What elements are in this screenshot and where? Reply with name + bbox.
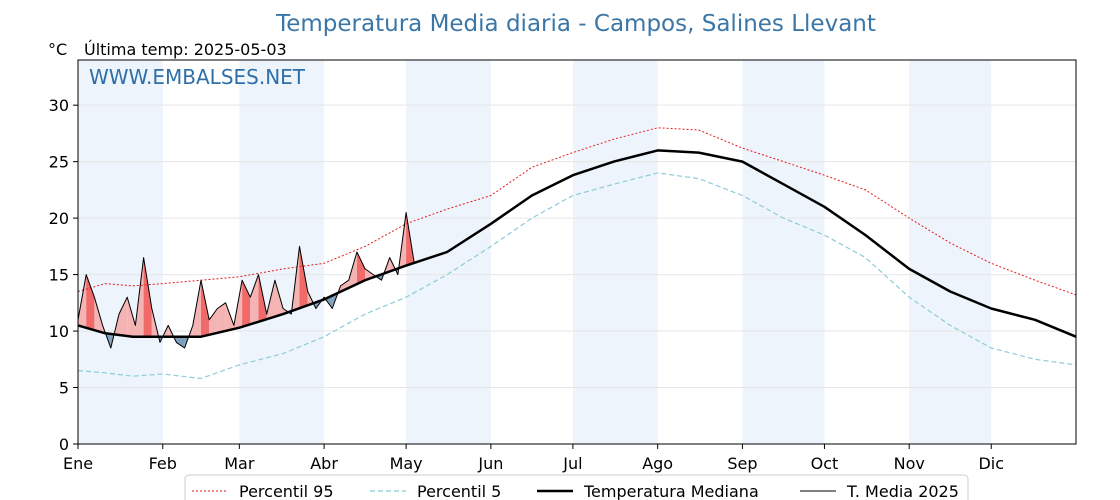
anomaly-fill-below bbox=[176, 336, 185, 348]
series-line-percentil-5 bbox=[77, 172, 1077, 380]
x-tick-label: Abr bbox=[310, 454, 338, 473]
legend-label: Temperatura Mediana bbox=[583, 482, 759, 500]
legend-box bbox=[184, 474, 969, 500]
x-tick-label: Jun bbox=[477, 454, 503, 473]
x-tick-label: Mar bbox=[224, 454, 255, 473]
plot-frame bbox=[77, 59, 1077, 445]
x-tick-label: Ago bbox=[642, 454, 673, 473]
series-lines bbox=[77, 127, 1077, 380]
x-tick-label: Feb bbox=[149, 454, 177, 473]
last-temp-label: Última temp: 2025-05-03 bbox=[84, 40, 287, 59]
anomaly-fill-above bbox=[340, 280, 349, 292]
anomaly-fill-above bbox=[127, 297, 136, 337]
anomaly-fill-above bbox=[250, 274, 259, 325]
x-tick-label: Dic bbox=[978, 454, 1004, 473]
y-tick-label: 30 bbox=[49, 96, 69, 115]
y-tick-label: 25 bbox=[49, 153, 69, 172]
legend-label: Percentil 5 bbox=[417, 482, 501, 500]
anomaly-fill-above bbox=[209, 308, 218, 335]
x-tick-label: Oct bbox=[811, 454, 839, 473]
chart-title: Temperatura Media diaria - Campos, Salin… bbox=[275, 11, 876, 37]
x-tick-label: Nov bbox=[894, 454, 925, 473]
anomaly-fill-above bbox=[356, 252, 366, 285]
anomaly-fill-above bbox=[348, 252, 357, 288]
anomaly-fill-above bbox=[143, 257, 152, 337]
month-band-nov bbox=[909, 60, 992, 444]
axes: 0 5 10 15 20 25 30 Ene Feb Mar Abr May Jun Jul Ago Sep O… bbox=[49, 96, 1004, 473]
x-tick-label: May bbox=[390, 454, 423, 473]
anomaly-fill-above bbox=[242, 280, 251, 327]
month-band-jul bbox=[572, 60, 658, 444]
legend: Percentil 95 Percentil 5 Temperatura Media… bbox=[184, 474, 969, 500]
x-tick-label: Sep bbox=[727, 454, 757, 473]
anomaly-fill-above bbox=[299, 246, 308, 309]
month-band-mar bbox=[239, 60, 325, 444]
y-tick-label: 15 bbox=[49, 266, 69, 285]
anomaly-fill-above bbox=[86, 274, 95, 331]
y-tick-label: 10 bbox=[49, 322, 69, 341]
anomaly-fill-above bbox=[119, 297, 128, 336]
y-tick-label: 20 bbox=[49, 209, 69, 228]
plot-background bbox=[78, 60, 992, 444]
series-line-percentil-95 bbox=[77, 127, 1077, 296]
x-tick-label: Jul bbox=[562, 454, 582, 473]
month-band-ene bbox=[78, 60, 163, 444]
y-tick-label: 5 bbox=[59, 379, 69, 398]
unit-label: °C bbox=[48, 40, 67, 59]
anomaly-fill-above bbox=[192, 280, 201, 337]
x-tick-label: Ene bbox=[63, 454, 93, 473]
anomaly-fill-above bbox=[201, 280, 210, 337]
watermark: WWW.EMBALSES.NET bbox=[89, 65, 306, 89]
y-tick-label: 0 bbox=[59, 435, 69, 454]
month-band-sep bbox=[742, 60, 825, 444]
anomaly-fill-above bbox=[274, 280, 284, 317]
legend-label: Percentil 95 bbox=[239, 482, 334, 500]
anomaly-fill-above bbox=[217, 302, 226, 333]
legend-label: T. Media 2025 bbox=[846, 482, 959, 500]
series-line-t-media-2025 bbox=[77, 212, 415, 349]
series-line-temperatura-mediana bbox=[77, 149, 1077, 338]
